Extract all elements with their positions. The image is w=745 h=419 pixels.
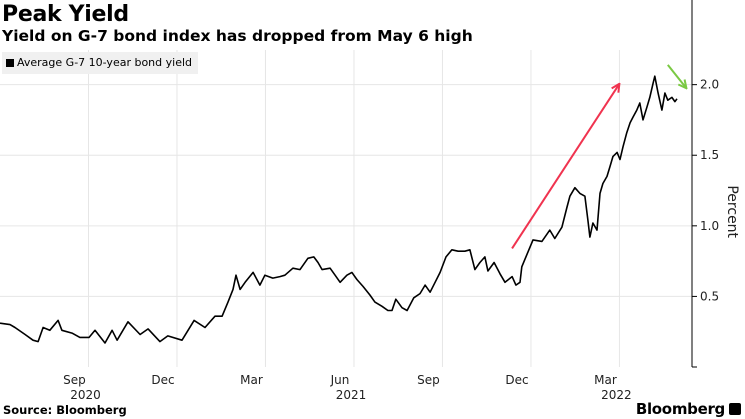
series-line: [0, 75, 678, 344]
x-tick-label: Jun: [330, 373, 350, 387]
source-note: Source: Bloomberg: [3, 403, 127, 417]
y-tick-label: 2.0: [700, 78, 719, 92]
y-tick-label: 1.5: [700, 148, 719, 162]
x-tick-label: Mar: [594, 373, 617, 387]
bloomberg-icon: [729, 403, 741, 415]
chart-subtitle: Yield on G-7 bond index has dropped from…: [2, 27, 473, 45]
annotation-arrow: [667, 64, 686, 88]
legend: Average G-7 10-year bond yield: [2, 52, 199, 74]
x-year-label: 2020: [70, 388, 101, 402]
x-tick-label: Dec: [151, 373, 174, 387]
y-axis-label: Percent: [724, 185, 740, 238]
x-tick-label: Mar: [240, 373, 263, 387]
annotation-arrow: [511, 85, 619, 249]
x-tick-label: Sep: [417, 373, 440, 387]
legend-swatch: [6, 59, 14, 67]
brand-logo: Bloomberg: [635, 400, 725, 418]
y-tick-label: 1.0: [700, 219, 719, 233]
x-year-label: 2022: [601, 388, 632, 402]
chart-title: Peak Yield: [2, 2, 129, 27]
legend-label: Average G-7 10-year bond yield: [17, 56, 193, 69]
y-tick-label: 0.5: [700, 289, 719, 303]
x-year-label: 2021: [336, 388, 367, 402]
x-tick-label: Dec: [505, 373, 528, 387]
x-tick-label: Sep: [63, 373, 86, 387]
